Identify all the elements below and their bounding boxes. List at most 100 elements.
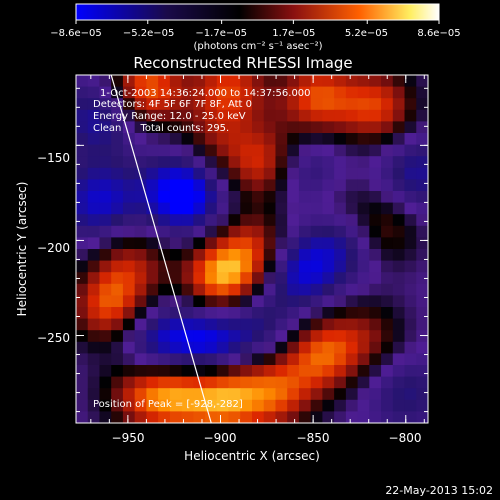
- heatmap-cell: [369, 237, 382, 250]
- heatmap-cell: [134, 75, 147, 87]
- heatmap-cell: [76, 411, 89, 423]
- heatmap-cell: [404, 283, 417, 296]
- heatmap-cell: [240, 179, 253, 192]
- heatmap-cell: [334, 341, 347, 354]
- heatmap-cell: [392, 237, 405, 250]
- heatmap-cell: [357, 121, 370, 134]
- heatmap-cell: [240, 156, 253, 169]
- heatmap-cell: [357, 109, 370, 122]
- heatmap-cell: [322, 225, 335, 238]
- heatmap-cell: [275, 365, 288, 377]
- heatmap-cell: [252, 191, 265, 203]
- heatmap-cell: [275, 341, 288, 354]
- heatmap-cell: [99, 133, 112, 145]
- heatmap-cell: [275, 399, 288, 412]
- heatmap-cell: [345, 388, 358, 401]
- heatmap-cell: [76, 330, 89, 343]
- heatmap-cell: [193, 399, 206, 412]
- heatmap-cell: [99, 121, 112, 134]
- heatmap-cell: [111, 225, 124, 238]
- heatmap-cell: [240, 330, 253, 343]
- heatmap-cell: [76, 318, 89, 331]
- heatmap-cell: [345, 307, 358, 319]
- annotation-total-counts: Clean Total counts: 295.: [93, 123, 229, 134]
- heatmap-cell: [181, 330, 194, 343]
- heatmap-cell: [252, 341, 265, 354]
- heatmap-cell: [381, 353, 394, 366]
- heatmap-cell: [111, 411, 124, 423]
- heatmap-cell: [122, 330, 136, 343]
- heatmap-cell: [87, 75, 100, 87]
- heatmap-cell: [263, 75, 276, 87]
- x-tick-label-0: −950: [112, 431, 145, 445]
- heatmap-cell: [87, 249, 100, 261]
- heatmap-cell: [169, 376, 182, 389]
- heatmap-cell: [275, 411, 288, 423]
- heatmap-cell: [392, 283, 405, 296]
- heatmap-cell: [381, 307, 394, 319]
- heatmap-cell: [158, 214, 171, 227]
- heatmap-cell: [169, 249, 182, 261]
- heatmap-cell: [240, 249, 253, 261]
- heatmap-cell: [216, 283, 229, 296]
- heatmap-cell: [252, 318, 265, 331]
- heatmap-cell: [263, 307, 276, 319]
- heatmap-cell: [205, 98, 218, 111]
- heatmap-cell: [205, 144, 218, 157]
- heatmap-cell: [169, 411, 182, 423]
- heatmap-cell: [310, 388, 323, 401]
- heatmap-cell: [322, 260, 335, 273]
- heatmap-cell: [275, 283, 288, 296]
- heatmap-cell: [392, 365, 405, 377]
- heatmap-cell: [158, 388, 171, 401]
- heatmap-cell: [158, 283, 171, 296]
- heatmap-cell: [122, 376, 136, 389]
- heatmap-cell: [275, 167, 288, 180]
- heatmap-cell: [252, 98, 265, 111]
- heatmap-cell: [158, 376, 171, 389]
- heatmap-cell: [334, 167, 347, 180]
- heatmap-cell: [158, 307, 171, 319]
- heatmap-cell: [275, 295, 288, 308]
- colorbar-tick-label-4: 5.2e−05: [345, 28, 388, 39]
- heatmap-cell: [87, 133, 100, 145]
- heatmap-cell: [146, 318, 159, 331]
- heatmap-cell: [404, 353, 417, 366]
- heatmap-cell: [357, 156, 370, 169]
- y-tick-label-0: −150: [37, 151, 70, 165]
- heatmap-cell: [392, 144, 405, 157]
- heatmap-cell: [87, 295, 100, 308]
- heatmap-cell: [181, 272, 194, 285]
- heatmap-cell: [134, 144, 147, 157]
- heatmap-cell: [252, 260, 265, 273]
- heatmap-cell: [99, 214, 112, 227]
- heatmap-cell: [345, 411, 358, 423]
- heatmap-cell: [404, 295, 417, 308]
- heatmap-cell: [392, 260, 405, 273]
- heatmap-cell: [298, 283, 312, 296]
- heatmap-cell: [357, 86, 370, 99]
- heatmap-cell: [357, 179, 370, 192]
- heatmap-cell: [381, 399, 394, 412]
- heatmap-cell: [228, 237, 241, 250]
- heatmap-cell: [216, 318, 229, 331]
- heatmap-cell: [111, 399, 124, 412]
- heatmap-cell: [263, 260, 276, 273]
- heatmap-cell: [369, 318, 382, 331]
- heatmap-cell: [205, 376, 218, 389]
- heatmap-cell: [87, 376, 100, 389]
- heatmap-cell: [181, 411, 194, 423]
- heatmap-cell: [287, 260, 300, 273]
- heatmap-cell: [205, 399, 218, 412]
- heatmap-cell: [122, 283, 136, 296]
- heatmap-cell: [193, 249, 206, 261]
- heatmap-cell: [181, 202, 194, 215]
- heatmap-cell: [122, 191, 136, 203]
- y-tick-label-2: −250: [37, 331, 70, 345]
- heatmap-cell: [392, 156, 405, 169]
- heatmap-cell: [240, 307, 253, 319]
- heatmap-cell: [228, 75, 241, 87]
- heatmap-cell: [287, 133, 300, 145]
- heatmap-cell: [122, 225, 136, 238]
- heatmap-cell: [228, 388, 241, 401]
